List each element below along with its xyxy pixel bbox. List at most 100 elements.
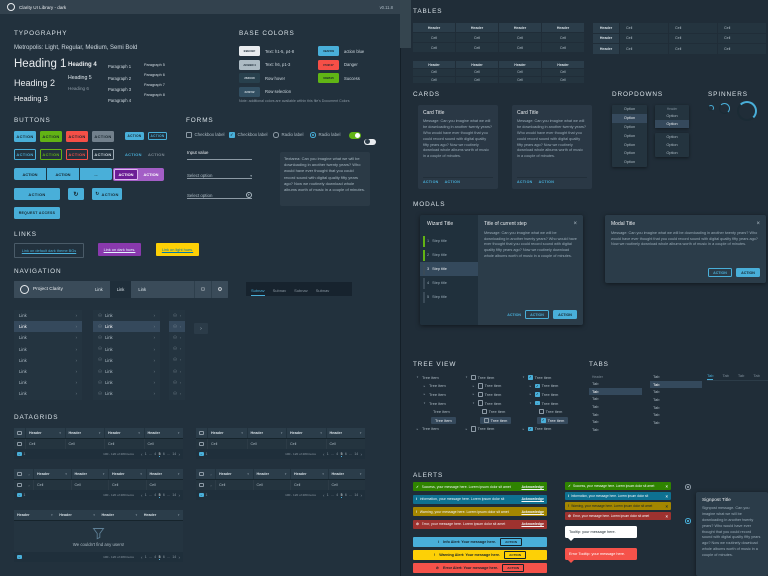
caret-down-icon[interactable]: ▾ [465, 375, 468, 380]
tab-item[interactable]: Tab [653, 397, 660, 403]
nav-link-active[interactable]: Link [109, 281, 132, 298]
page-number[interactable]: 6 [162, 493, 165, 497]
card[interactable]: Card Title Message: Can you imagine what… [512, 105, 592, 189]
expand-caret-icon[interactable]: › [210, 482, 212, 488]
expand-caret-icon[interactable]: › [210, 471, 212, 477]
color-swatch[interactable]: 49AFD9 [318, 46, 339, 56]
link-dark-hue[interactable]: Link on dark hues. [98, 243, 141, 256]
select-input[interactable]: Select option [187, 173, 213, 178]
caret-right-icon[interactable]: ▸ [423, 383, 426, 388]
tab-item[interactable]: Tab [589, 387, 642, 396]
row-checkbox[interactable] [17, 482, 22, 488]
color-swatch[interactable]: 324F62 [239, 86, 260, 97]
close-icon[interactable]: × [756, 221, 760, 227]
checkbox-checked[interactable]: ✓ [541, 417, 546, 423]
caret-right-icon[interactable]: ▸ [529, 383, 532, 388]
tab-item[interactable]: Tab [753, 373, 760, 378]
select-all-checkbox[interactable] [17, 471, 22, 477]
tab-item[interactable]: Tab [650, 380, 702, 389]
page-number[interactable]: 14 [354, 493, 359, 497]
checkbox-checked[interactable]: ✓ [535, 392, 540, 397]
filter-icon[interactable]: ▼ [177, 431, 180, 435]
datagrid-header-cell[interactable]: Header ▼ [207, 428, 247, 438]
sidenav-item[interactable]: Link › [19, 335, 77, 341]
tree-item[interactable]: ▸ ✓ Tree item [522, 426, 552, 432]
outline-success-button[interactable]: ACTION [40, 149, 62, 160]
caret-right-icon[interactable]: ▸ [416, 426, 419, 431]
tab-item[interactable]: Tab [592, 419, 599, 425]
datagrid-header-cell[interactable]: Header ▼ [108, 469, 146, 479]
search-icon[interactable]: ⚇ [194, 281, 211, 298]
close-icon[interactable]: × [573, 221, 577, 227]
sidenav-item[interactable]: Link › [19, 369, 77, 375]
acknowledge-link[interactable]: Acknowledge [521, 484, 544, 489]
tree-item[interactable]: ▾ ✓ Tree item [522, 374, 552, 380]
filter-icon[interactable]: ▼ [359, 472, 362, 476]
tab-item-active[interactable]: Tab [707, 373, 714, 380]
sidenav-item[interactable]: ⚇ Link › [98, 334, 155, 341]
pagination-prev-icon[interactable]: ‹ [140, 492, 143, 498]
sidenav-item[interactable]: Link › [19, 313, 77, 319]
table-row[interactable]: Header Cell Cell Cell [593, 44, 766, 54]
tree-item[interactable]: ▾ Tree item [465, 374, 495, 380]
checkbox-indeterminate[interactable]: - [535, 400, 540, 406]
table-row[interactable]: Header Cell Cell Cell [593, 23, 766, 33]
caret-down-icon[interactable]: ▾ [416, 375, 419, 380]
sidenav-item[interactable]: ⚇ Link › [98, 346, 155, 352]
page-number[interactable]: 6 [344, 452, 347, 456]
sidenav-item[interactable]: ⚇ Link › [98, 312, 155, 319]
group-button[interactable]: ACTION [143, 172, 159, 177]
dropdown-option[interactable]: Option [666, 135, 678, 139]
modal-cancel-button[interactable]: ACTION [708, 268, 732, 277]
datagrid-header-cell[interactable]: Header ▼ [325, 428, 366, 438]
color-swatch[interactable]: 60B515 [318, 73, 339, 83]
caret-right-icon[interactable]: ▸ [472, 392, 475, 397]
acknowledge-link[interactable]: Acknowledge [521, 509, 544, 514]
wizard-step-current[interactable]: 3 Step title [420, 262, 478, 276]
datagrid-header-cell[interactable]: Header ▼ [327, 469, 366, 479]
neutral-button[interactable]: ACTION [92, 131, 114, 142]
tab-item[interactable]: Tab [592, 381, 599, 387]
group-button[interactable]: ACTION [47, 168, 80, 180]
row-checkbox[interactable] [17, 441, 22, 447]
caret-right-icon[interactable]: ▸ [472, 383, 475, 388]
tree-item[interactable]: ▸ ✓ Tree item [529, 383, 559, 389]
caret-down-icon[interactable]: ▾ [522, 375, 525, 380]
subnav-item[interactable]: Subnav [272, 288, 287, 293]
page-number[interactable]: 1 [326, 493, 329, 497]
subnav-item-active[interactable]: Subnav [251, 288, 265, 296]
sidenav-item[interactable]: Link › [19, 380, 77, 386]
tab-item[interactable]: Tab [653, 389, 660, 395]
toggle-on[interactable] [349, 132, 361, 139]
color-swatch[interactable]: 28404D [239, 73, 260, 83]
tree-item[interactable]: ▸ Tree item [423, 391, 446, 397]
card-action-link[interactable]: ACTION [444, 180, 461, 184]
close-icon[interactable]: × [665, 503, 668, 509]
sidenav-collapsed-item[interactable]: ⚇ › [169, 321, 185, 333]
card[interactable]: Card Title Message: Can you imagine what… [418, 105, 498, 189]
toggle-off[interactable] [364, 138, 376, 145]
tree-item[interactable]: ▾ Tree item [423, 400, 446, 406]
tree-item[interactable]: ▸ Tree item [472, 391, 502, 398]
dropdown-option[interactable]: Option [666, 143, 678, 147]
page-number[interactable]: 6 [344, 493, 347, 497]
sidenav-item[interactable]: Link › [19, 357, 77, 363]
sidenav-collapsed-item[interactable]: ⚇ › [169, 310, 185, 321]
page-number[interactable]: 4 [336, 452, 339, 456]
color-swatch[interactable]: ADBBC4 [239, 59, 260, 70]
dropdown-option[interactable]: Option [623, 151, 636, 156]
group-overflow-button[interactable]: ... [80, 168, 112, 180]
tab-item[interactable]: Tab [653, 419, 660, 425]
datagrid-row[interactable]: › Cell Cell Cell Cell [196, 480, 365, 490]
page-number-active[interactable]: 5 [158, 492, 161, 498]
tree-item[interactable]: Tree item [433, 409, 450, 415]
success-button[interactable]: ACTION [40, 131, 62, 142]
dropdown-option[interactable]: Option [623, 160, 636, 165]
sidenav-collapsed-item[interactable]: ⚇ › [169, 344, 185, 355]
page-number-active[interactable]: 5 [340, 451, 343, 457]
color-swatch[interactable]: E9ECEF [239, 46, 260, 56]
caret-right-icon[interactable]: ▸ [423, 392, 426, 397]
sidenav-item[interactable]: ⚇ Link › [98, 390, 155, 397]
filter-icon[interactable]: ▼ [137, 431, 141, 435]
wizard-action-link[interactable]: ACTION [507, 312, 521, 317]
